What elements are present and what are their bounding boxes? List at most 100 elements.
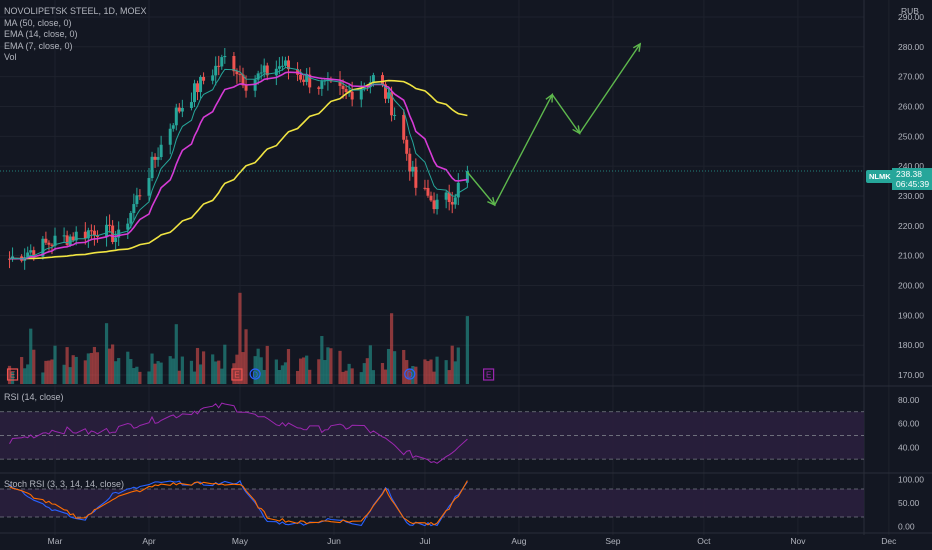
volume-bar xyxy=(7,365,12,384)
currency-label: RUB xyxy=(901,6,919,16)
candle-body xyxy=(265,65,269,76)
price-tag-symbol: NLMK xyxy=(866,170,894,183)
rsi-label[interactable]: RSI (14, close) xyxy=(4,392,64,402)
ema14-line xyxy=(9,71,468,260)
volume-bar xyxy=(380,363,385,384)
event-marker[interactable]: E xyxy=(6,368,19,381)
volume-bar xyxy=(23,368,27,384)
volume-bar xyxy=(168,356,172,384)
volume-bar xyxy=(50,359,54,384)
date-tick-label: Oct xyxy=(697,536,711,546)
candle-body xyxy=(277,66,281,69)
candle-body xyxy=(108,224,112,226)
volume-bar xyxy=(241,352,245,384)
candle-body xyxy=(89,230,93,232)
candle-body xyxy=(41,238,45,257)
stoch-tick-label: 100.00 xyxy=(898,475,924,485)
event-marker[interactable]: E xyxy=(231,368,243,381)
volume-bar xyxy=(256,348,260,384)
ema7-line xyxy=(9,66,468,260)
volume-bar xyxy=(44,360,48,384)
candle-body xyxy=(411,166,415,172)
volume-bar xyxy=(220,368,224,384)
candle-body xyxy=(387,92,391,99)
legend-ema14[interactable]: EMA (14, close, 0) xyxy=(4,29,78,39)
event-marker[interactable]: D xyxy=(249,368,261,380)
symbol-title[interactable]: NOVOLIPETSK STEEL, 1D, MOEX xyxy=(4,6,147,16)
candle-body xyxy=(174,107,178,126)
date-tick-label: Aug xyxy=(511,536,526,546)
volume-bar xyxy=(435,356,439,384)
stoch-d-line xyxy=(9,480,468,526)
volume-bar xyxy=(262,369,266,384)
volume-bar xyxy=(386,348,391,384)
candle-body xyxy=(159,144,163,158)
candle-body xyxy=(380,75,384,85)
date-tick-label: May xyxy=(232,536,249,546)
candle-body xyxy=(153,156,157,160)
candle-body xyxy=(368,82,372,88)
volume-bar xyxy=(338,350,342,384)
volume-bar xyxy=(83,360,87,384)
candle-body xyxy=(444,192,448,200)
volume-bar xyxy=(326,347,330,384)
axis-labels: RUB290.00280.00270.00260.00250.00240.002… xyxy=(48,6,925,546)
volume-bar xyxy=(29,328,33,384)
candle-body xyxy=(350,91,354,100)
candle-body xyxy=(223,55,227,58)
volume-bar xyxy=(89,352,93,384)
candle-body xyxy=(235,71,239,75)
candle-body xyxy=(283,60,287,66)
candle-body xyxy=(402,114,406,140)
candle-body xyxy=(371,75,375,83)
candle-body xyxy=(453,197,457,205)
legend-ma50[interactable]: MA (50, close, 0) xyxy=(4,17,72,28)
volume-bar xyxy=(365,358,369,384)
projection-arrow[interactable] xyxy=(466,42,642,207)
volume-bar xyxy=(305,355,309,384)
candle-body xyxy=(147,178,151,196)
volume-bar xyxy=(41,372,45,384)
volume-bar xyxy=(299,358,303,384)
legend-ema7[interactable]: EMA (7, close, 0) xyxy=(4,40,73,51)
event-marker[interactable]: E xyxy=(483,368,495,381)
volume-bar xyxy=(329,348,333,384)
candle-body xyxy=(86,230,90,239)
event-marker[interactable]: D xyxy=(404,368,416,380)
volume-bar xyxy=(371,370,375,384)
stoch-label[interactable]: Stoch RSI (3, 3, 14, 14, close) xyxy=(4,479,125,489)
volume-bar xyxy=(156,361,160,384)
volume-bar xyxy=(10,371,15,384)
volume-bar xyxy=(383,369,388,384)
volume-bar xyxy=(114,361,118,384)
price-tick-label: 220.00 xyxy=(898,221,924,231)
candle-body xyxy=(171,125,175,129)
candle-body xyxy=(450,202,454,205)
volume-bar xyxy=(359,372,363,384)
price-tick-label: 280.00 xyxy=(898,42,924,52)
candle-body xyxy=(465,170,469,183)
volume-bar xyxy=(447,370,451,384)
volume-bar xyxy=(138,371,142,384)
projection-arrowhead xyxy=(487,197,496,207)
volume-bar xyxy=(317,359,321,384)
legend-vol[interactable]: Vol xyxy=(4,52,17,62)
volume-bar xyxy=(92,346,97,384)
candle-body xyxy=(180,107,184,112)
volume-bar xyxy=(20,357,24,384)
candle-body xyxy=(384,84,388,99)
candle-body xyxy=(156,157,160,160)
indicator-bands xyxy=(0,411,864,518)
stoch-tick-label: 50.00 xyxy=(898,498,920,508)
event-marker-label: D xyxy=(252,371,258,380)
candle-body xyxy=(83,231,87,239)
event-marker-label: D xyxy=(407,371,413,380)
candle-body xyxy=(177,107,181,112)
candle-body xyxy=(423,187,427,189)
volume-bar xyxy=(350,368,354,384)
volume-bar xyxy=(153,363,157,384)
date-tick-label: Jul xyxy=(419,536,430,546)
